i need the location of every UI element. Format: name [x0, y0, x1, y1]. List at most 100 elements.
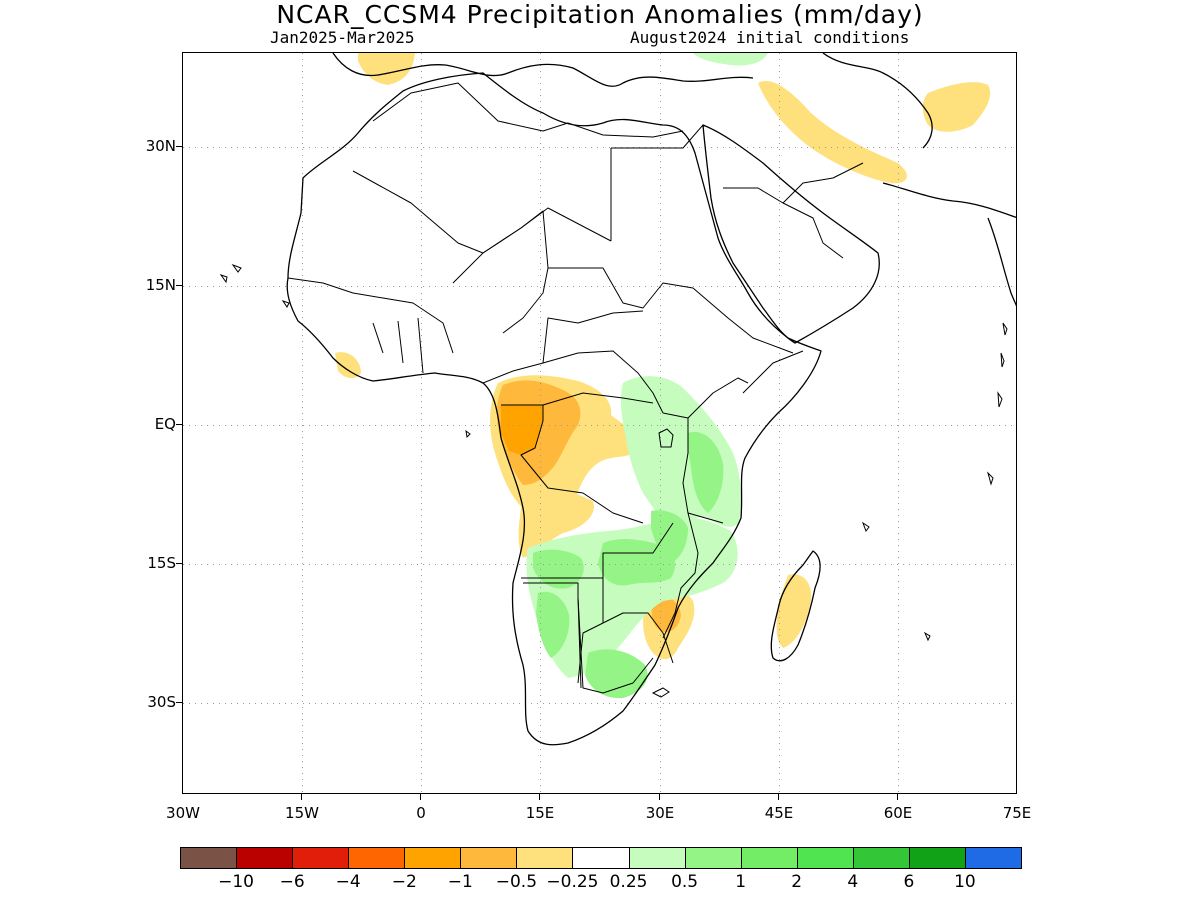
wet-anomaly-zambia-core: [598, 539, 676, 586]
map-panel: [182, 52, 1017, 794]
black-caspian-outline: [822, 53, 933, 149]
colorbar-swatch: [292, 847, 350, 869]
colorbar-swatch: [852, 847, 910, 869]
colorbar: [180, 847, 1022, 869]
border-sahara-north: [372, 82, 684, 138]
iran-india-coastline: [882, 182, 1016, 218]
lon-label-45e: 45E: [764, 804, 794, 822]
lon-label-15w: 15W: [285, 804, 319, 822]
colorbar-label: 4: [847, 872, 859, 892]
colorbar-label: 6: [903, 872, 915, 892]
border-namibia: [523, 582, 582, 689]
lat-tick: [176, 702, 183, 703]
lon-label-30w: 30W: [166, 804, 200, 822]
dry-anomaly-angola: [518, 484, 594, 558]
border-southern-africa: [521, 522, 674, 694]
colorbar-swatch: [684, 847, 742, 869]
colorbar-label: 1: [735, 872, 747, 892]
colorbar-swatch: [796, 847, 854, 869]
border-niger-chad: [452, 210, 549, 334]
lon-tick: [420, 793, 421, 800]
border-sudan: [548, 148, 694, 309]
border-mozambique: [662, 512, 699, 639]
colorbar-label: −4: [335, 872, 361, 892]
colorbar-label: −10: [218, 872, 254, 892]
border-congo: [501, 392, 654, 524]
islands: [219, 263, 1008, 698]
dry-anomaly-iberia: [358, 53, 415, 85]
lon-tick: [897, 793, 898, 800]
border-horn: [692, 287, 804, 394]
map-svg: [183, 53, 1016, 793]
colorbar-label: −1: [447, 872, 473, 892]
lon-label-30e: 30E: [645, 804, 675, 822]
lon-label-60e: 60E: [883, 804, 913, 822]
lon-tick: [539, 793, 540, 800]
dry-anomaly-west-africa: [335, 352, 361, 379]
border-east-africa: [662, 377, 749, 524]
wet-anomaly-namibia: [536, 591, 570, 658]
mediterranean-north-coast: [332, 53, 754, 87]
graticule: [183, 53, 1016, 793]
land-outlines: [286, 53, 1016, 746]
colorbar-label: 0.25: [609, 872, 648, 892]
lon-tick: [659, 793, 660, 800]
lon-tick: [778, 793, 779, 800]
colorbar-label: −0.5: [495, 872, 538, 892]
colorbar-swatch: [348, 847, 406, 869]
border-libya-egypt: [611, 124, 704, 149]
colorbar-label: 0.5: [671, 872, 699, 892]
colorbar-label: −2: [391, 872, 417, 892]
lon-tick: [301, 793, 302, 800]
lat-label-15n: 15N: [145, 276, 176, 294]
wet-anomaly-south-africa: [585, 649, 648, 699]
dry-anomaly-iran: [922, 82, 991, 132]
lon-label-75e: 75E: [1002, 804, 1032, 822]
dry-anomaly-madagascar: [776, 574, 812, 648]
wet-anomaly-angola-core: [533, 549, 584, 589]
colorbar-swatch: [908, 847, 966, 869]
country-borders: [287, 82, 864, 694]
colorbar-swatch: [236, 847, 294, 869]
wet-anomaly-east-africa: [620, 376, 741, 533]
colorbar-swatch: [180, 847, 238, 869]
wet-anomalies: [526, 53, 768, 699]
africa-coastline: [286, 72, 822, 746]
map-title: NCAR_CCSM4 Precipitation Anomalies (mm/d…: [276, 0, 924, 29]
initial-conditions: August2024 initial conditions: [630, 28, 910, 47]
dry-anomaly-middle-east: [758, 81, 907, 184]
colorbar-swatch: [460, 847, 518, 869]
border-central-africa: [482, 310, 664, 414]
border-west-africa: [287, 277, 454, 374]
colorbar-swatch: [516, 847, 574, 869]
lon-label-15e: 15E: [525, 804, 555, 822]
wet-anomaly-east-africa-core: [687, 431, 724, 513]
wet-anomaly-mediterranean: [693, 53, 768, 66]
lat-tick: [176, 146, 183, 147]
forecast-period: Jan2025-Mar2025: [270, 28, 415, 47]
lat-tick: [176, 424, 183, 425]
lat-tick: [176, 285, 183, 286]
dry-anomaly-mozambique-core: [651, 596, 681, 633]
colorbar-swatch: [964, 847, 1022, 869]
lat-label-30s: 30S: [147, 693, 176, 711]
colorbar-swatch: [628, 847, 686, 869]
madagascar-coastline: [770, 550, 821, 662]
dry-anomalies: [335, 53, 991, 660]
dry-anomaly-gabon: [501, 405, 543, 455]
lat-label-eq: EQ: [154, 415, 176, 433]
lat-label-15s: 15S: [147, 554, 176, 572]
colorbar-swatch: [404, 847, 462, 869]
colorbar-label: −0.25: [546, 872, 599, 892]
lat-tick: [176, 563, 183, 564]
colorbar-swatch: [740, 847, 798, 869]
colorbar-label: 2: [791, 872, 803, 892]
wet-anomaly-malawi: [651, 510, 688, 563]
india-west-coast: [987, 217, 1016, 307]
lat-label-30n: 30N: [145, 137, 176, 155]
border-mali-algeria: [352, 170, 612, 254]
colorbar-label: 10: [954, 872, 976, 892]
colorbar-swatch: [572, 847, 630, 869]
lon-label-0: 0: [416, 804, 426, 822]
arabian-peninsula-coastline: [702, 124, 880, 344]
